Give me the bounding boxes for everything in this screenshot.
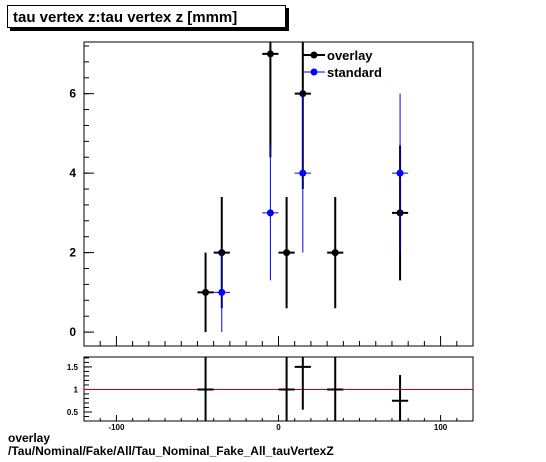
- x-tick-label: 0: [276, 423, 281, 432]
- y-tick-label: 0: [69, 325, 76, 339]
- standard-point: [213, 252, 230, 333]
- ratio-point: [327, 357, 344, 421]
- y-tick-label: 4: [69, 166, 76, 180]
- data-marker: [331, 249, 339, 257]
- standard-point: [391, 93, 409, 253]
- overlay-point: [262, 42, 279, 158]
- legend-standard-label: standard: [327, 65, 382, 80]
- overlay-point: [327, 196, 344, 309]
- legend-standard-marker: [310, 68, 318, 76]
- data-marker: [218, 288, 226, 296]
- legend-overlay-marker: [310, 51, 318, 59]
- ratio-point: [391, 375, 409, 421]
- data-marker: [299, 169, 307, 177]
- y-tick-label: 1: [74, 385, 79, 394]
- main-plot-frame: [83, 41, 474, 347]
- legend-overlay-label: overlay: [327, 48, 373, 63]
- ratio-plot-marks: [84, 357, 473, 421]
- main-plot-marks: [197, 42, 409, 333]
- ratio-point: [197, 357, 214, 421]
- overlay-point: [197, 252, 214, 333]
- legend: overlay standard: [303, 48, 382, 80]
- standard-point: [262, 145, 279, 281]
- main-axes: 0 2 4 6: [69, 45, 474, 346]
- y-tick-label: 2: [69, 246, 76, 260]
- caption: overlay /Tau/Nominal/Fake/All/Tau_Nomina…: [8, 432, 334, 458]
- y-tick-label: 1.5: [67, 363, 79, 372]
- data-marker: [396, 169, 404, 177]
- data-marker: [283, 249, 291, 257]
- standard-point: [294, 93, 311, 253]
- x-tick-label: -100: [108, 423, 125, 432]
- data-marker: [266, 209, 274, 217]
- y-tick-label: 0.5: [67, 408, 79, 417]
- caption-line-1: overlay: [8, 431, 51, 445]
- x-tick-label: 100: [434, 423, 448, 432]
- y-tick-label: 6: [69, 87, 76, 101]
- caption-line-2: /Tau/Nominal/Fake/All/Tau_Nominal_Fake_A…: [8, 444, 334, 458]
- overlay-point: [278, 196, 295, 309]
- data-marker: [202, 288, 210, 296]
- ratio-point: [278, 357, 295, 421]
- chart-title: tau vertex z:tau vertex z [mmm]: [7, 5, 286, 28]
- data-marker: [266, 50, 274, 58]
- ratio-point: [294, 357, 311, 410]
- ratio-axes: 0.5 1 1.5 -100 0 100: [67, 357, 474, 432]
